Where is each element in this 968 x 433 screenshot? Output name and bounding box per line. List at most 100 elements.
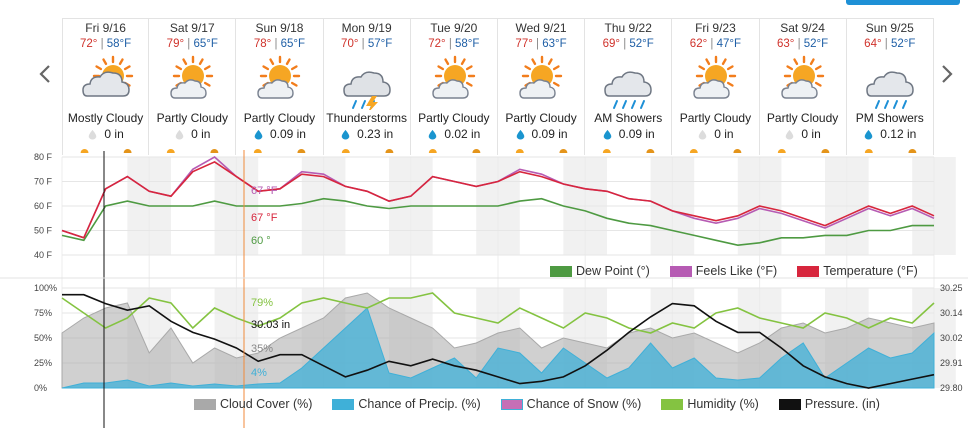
day-condition: Partly Cloudy (243, 111, 316, 125)
daylight-markers (167, 149, 219, 153)
day-condition: Thunderstorms (326, 111, 407, 125)
daylight-markers (690, 149, 742, 153)
top-action-button[interactable] (846, 0, 960, 5)
legend-snow-chance[interactable]: Chance of Snow (%) (500, 397, 641, 411)
low-temp: 58°F (455, 38, 480, 50)
partly-cloudy-icon (149, 52, 235, 110)
y-tick-label-left: 25% (34, 358, 52, 368)
rain-drop-icon (429, 129, 437, 140)
day-card[interactable]: Tue 9/20 72° | 58°F Partly Cloudy 0.02 i… (411, 19, 498, 155)
day-temps: 72° | 58°F (428, 38, 480, 50)
day-condition: Partly Cloudy (156, 111, 228, 125)
low-temp: 57°F (367, 38, 393, 50)
series-line-temperature (61, 160, 935, 239)
partly-cloudy-icon (672, 52, 758, 110)
hover-precip-chance: 4% (251, 367, 267, 379)
day-date: Thu 9/22 (604, 21, 652, 35)
temp-chart-legend: Dew Point (°) Feels Like (°F) Temperatur… (536, 264, 918, 278)
low-temp: 52°F (803, 38, 829, 50)
y-tick-label: 60 F (34, 201, 53, 211)
chevron-right-icon (942, 65, 953, 83)
legend-pressure[interactable]: Pressure. (in) (778, 397, 880, 411)
precip-chance-area (61, 307, 935, 389)
hover-feels-like: 67 °F (251, 185, 278, 197)
legend-humidity[interactable]: Humidity (%) (661, 397, 759, 411)
day-precip: 0 in (672, 126, 758, 142)
day-precip: 0.02 in (411, 126, 497, 142)
legend-temperature[interactable]: Temperature (°F) (797, 264, 918, 278)
high-temp: 63° (776, 38, 795, 50)
day-card[interactable]: Fri 9/16 72° | 58°F Mostly Cloudy 0 in (62, 19, 150, 155)
day-condition: Mostly Cloudy (67, 111, 144, 125)
y-tick-label-right: 30.25 (940, 283, 963, 293)
day-precip: 0.12 in (847, 126, 933, 142)
y-tick-label-left: 0% (34, 383, 47, 393)
day-temps: 64° | 52°F (864, 38, 916, 50)
day-date: Tue 9/20 (430, 21, 478, 35)
high-temp: 70° (341, 38, 359, 50)
day-card[interactable]: Fri 9/23 62° | 47°F Partly Cloudy 0 in (672, 19, 760, 155)
hover-temperature: 67 °F (251, 212, 278, 224)
day-temps: 70° | 57°F (341, 38, 393, 50)
day-date: Mon 9/19 (341, 21, 392, 35)
day-temps: 79° | 65°F (166, 38, 218, 50)
day-precip: 0.09 in (498, 126, 584, 142)
y-tick-label-right: 29.91 (940, 358, 963, 368)
low-temp: 63°F (542, 38, 567, 50)
daily-forecast-strip: Fri 9/16 72° | 58°F Mostly Cloudy 0 in S… (62, 18, 934, 155)
day-card[interactable]: Sun 9/18 78° | 65°F Partly Cloudy 0.09 i… (236, 19, 324, 155)
hover-pressure: 30.03 in (251, 319, 290, 331)
next-arrow-button[interactable] (940, 64, 954, 84)
legend-dew-point[interactable]: Dew Point (°) (550, 264, 650, 278)
high-temp: 64° (864, 38, 882, 50)
series-line-dew (61, 197, 934, 247)
y-tick-label-right: 29.80 (940, 383, 963, 393)
high-temp: 79° (166, 38, 185, 50)
low-temp: 65°F (193, 38, 218, 50)
y-tick-label-right: 30.02 (940, 333, 963, 343)
showers-icon (585, 52, 671, 110)
high-temp: 62° (689, 38, 708, 50)
mostly-cloudy-icon (63, 52, 148, 110)
day-temps: 63° | 52°F (776, 38, 829, 50)
hourly-charts-svg: 80 F 70 F 60 F 50 F 40 F 100% 30.25 75% 30.14 50%… (0, 138, 968, 428)
low-temp: 52°F (890, 38, 916, 50)
day-card[interactable]: Thu 9/22 69° | 52°F AM Showers 0.09 in (585, 19, 673, 155)
daylight-markers (341, 149, 393, 153)
day-card[interactable]: Sat 9/17 79° | 65°F Partly Cloudy 0 in (149, 19, 237, 155)
high-temp: 69° (602, 38, 620, 50)
high-temp: 78° (253, 38, 272, 50)
prev-arrow-button[interactable] (38, 64, 52, 84)
pressure-line (62, 293, 935, 389)
day-card[interactable]: Wed 9/21 77° | 63°F Partly Cloudy 0.09 i… (498, 19, 586, 155)
day-precip: 0.09 in (236, 126, 322, 142)
day-temps: 72° | 58°F (79, 38, 132, 50)
humidity-line (61, 292, 935, 334)
hover-dew-point: 60 ° (251, 235, 271, 247)
empty-drop-icon (698, 129, 707, 140)
daylight-markers (515, 149, 568, 153)
day-temps: 77° | 63°F (515, 38, 567, 50)
y-tick-label-left: 75% (34, 308, 52, 318)
day-precip: 0 in (149, 126, 235, 142)
legend-precip-chance[interactable]: Chance of Precip. (%) (332, 397, 481, 411)
day-date: Fri 9/23 (695, 21, 736, 35)
hover-humidity: 79% (251, 297, 273, 309)
day-card[interactable]: Sat 9/24 63° | 52°F Partly Cloudy 0 in (760, 19, 847, 155)
daylight-markers (428, 149, 481, 153)
legend-cloud-cover[interactable]: Cloud Cover (%) (194, 397, 312, 411)
high-temp: 72° (79, 38, 98, 50)
low-temp: 47°F (716, 38, 741, 50)
rain-drop-icon (341, 129, 350, 140)
daylight-markers (254, 149, 306, 153)
day-card[interactable]: Mon 9/19 70° | 57°F Thunderstorms 0.23 i… (324, 19, 411, 155)
partly-cloudy-icon (411, 52, 497, 110)
day-card[interactable]: Sun 9/25 64° | 52°F PM Showers 0.12 in (847, 19, 934, 155)
day-date: Fri 9/16 (85, 21, 126, 35)
partly-cloudy-icon (236, 52, 322, 110)
partly-cloudy-icon (760, 52, 846, 110)
day-condition: Partly Cloudy (679, 111, 752, 125)
day-condition: Partly Cloudy (418, 111, 490, 125)
legend-feels-like[interactable]: Feels Like (°F) (669, 264, 777, 278)
day-precip: 0 in (63, 126, 148, 142)
